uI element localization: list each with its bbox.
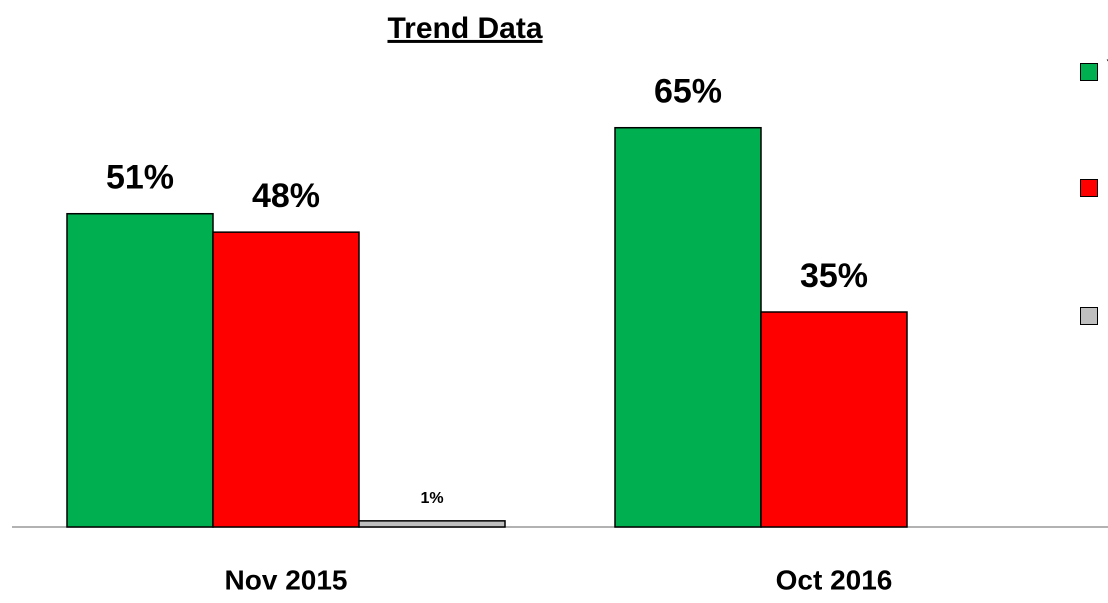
chart-title: Trend Data [387,12,542,45]
legend-swatch [1080,307,1098,325]
bar [358,520,506,528]
bar [66,212,214,528]
x-tick-label: Nov 2015 [225,564,348,595]
data-label: 51% [106,159,174,197]
legend-label: DK/ NR [1106,296,1108,372]
data-label: 1% [420,490,443,507]
legend-item: No [1080,168,1108,206]
bar [760,311,908,528]
x-tick-label: Oct 2016 [776,564,893,595]
legend-swatch [1080,179,1098,197]
legend-item: DK/ NR [1080,296,1108,372]
data-label: 35% [800,257,868,295]
bar [212,231,360,528]
data-label: 65% [654,73,722,111]
legend-item: Yes [1080,52,1108,90]
legend-label: Yes [1106,52,1108,90]
bar [614,126,762,528]
legend-label: No [1106,168,1108,206]
legend-swatch [1080,63,1098,81]
data-label: 48% [252,177,320,215]
